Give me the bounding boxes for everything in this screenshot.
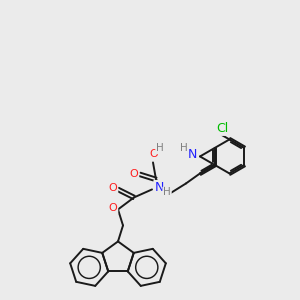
- Text: N: N: [154, 181, 164, 194]
- Text: Cl: Cl: [216, 122, 228, 135]
- Text: O: O: [109, 183, 117, 194]
- Text: O: O: [109, 203, 117, 213]
- Text: H: H: [180, 143, 188, 153]
- Text: O: O: [130, 169, 138, 179]
- Text: H: H: [163, 188, 171, 197]
- Text: O: O: [150, 149, 158, 159]
- Text: H: H: [156, 143, 164, 153]
- Text: N: N: [187, 148, 197, 161]
